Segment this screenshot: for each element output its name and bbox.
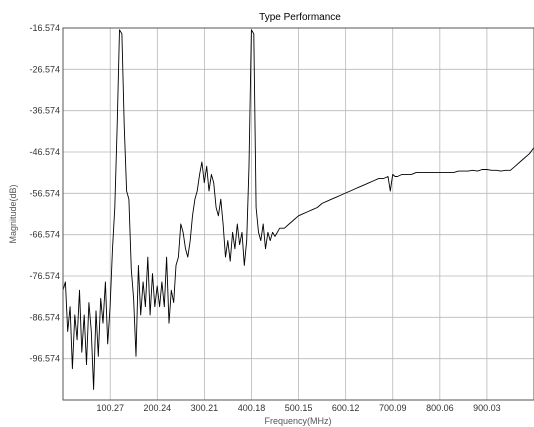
- x-tick-label: 800.06: [426, 403, 454, 413]
- y-tick-label: -46.574: [29, 147, 60, 157]
- y-tick-label: -36.574: [29, 106, 60, 116]
- y-tick-label: -86.574: [29, 312, 60, 322]
- y-tick-label: -96.574: [29, 354, 60, 364]
- x-tick-label: 200.24: [144, 403, 172, 413]
- x-axis-ticks: 100.27 200.24 300.21 400.18 500.15 600.12 700.…: [96, 403, 500, 413]
- x-tick-label: 700.09: [379, 403, 407, 413]
- y-axis-label: Magnitude(dB): [8, 184, 18, 243]
- plot-frame: [62, 27, 534, 401]
- x-tick-label: 300.21: [191, 403, 219, 413]
- series-line: [62, 29, 534, 390]
- x-tick-label: 100.27: [96, 403, 124, 413]
- y-tick-label: -26.574: [29, 64, 60, 74]
- y-tick-label: -66.574: [29, 230, 60, 240]
- y-tick-label: -56.574: [29, 188, 60, 198]
- x-tick-label: 900.03: [473, 403, 501, 413]
- x-tick-label: 600.12: [332, 403, 360, 413]
- x-tick-label: 500.15: [285, 403, 313, 413]
- x-tick-label: 400.18: [238, 403, 266, 413]
- y-axis-ticks: -16.574 -26.574 -36.574 -46.574 -56.574 -66.5…: [29, 23, 60, 364]
- chart-title: Type Performance: [259, 12, 341, 23]
- y-tick-label: -76.574: [29, 271, 60, 281]
- x-axis-label: Frequency(MHz): [264, 416, 331, 426]
- grid: [63, 27, 534, 400]
- y-tick-label: -16.574: [29, 23, 60, 33]
